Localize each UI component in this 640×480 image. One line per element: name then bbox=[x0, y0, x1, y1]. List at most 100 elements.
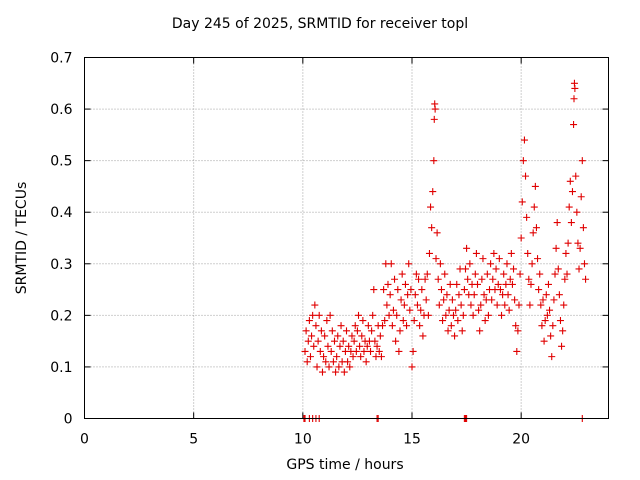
plot-frame bbox=[84, 57, 609, 419]
data-point bbox=[340, 368, 348, 376]
data-point bbox=[440, 296, 448, 304]
data-point bbox=[332, 368, 340, 376]
data-point bbox=[412, 270, 420, 278]
data-point bbox=[452, 306, 460, 314]
data-point bbox=[546, 306, 554, 314]
data-point bbox=[326, 311, 334, 319]
data-point bbox=[380, 286, 388, 294]
data-point bbox=[364, 322, 372, 330]
data-point bbox=[488, 296, 496, 304]
data-point bbox=[349, 353, 357, 361]
x-tick-label: 20 bbox=[512, 432, 530, 448]
data-point bbox=[323, 317, 331, 325]
data-point bbox=[510, 265, 518, 273]
data-point bbox=[535, 286, 543, 294]
data-point bbox=[362, 358, 370, 366]
data-point bbox=[576, 244, 584, 252]
data-point bbox=[477, 301, 485, 309]
x-tick-label: 5 bbox=[189, 432, 198, 448]
data-point bbox=[377, 353, 385, 361]
data-point bbox=[370, 286, 378, 294]
data-point bbox=[489, 275, 497, 283]
data-point bbox=[540, 337, 548, 345]
data-point bbox=[392, 337, 400, 345]
data-point bbox=[506, 275, 514, 283]
data-point bbox=[487, 260, 495, 268]
data-point bbox=[348, 332, 356, 340]
data-point bbox=[343, 327, 350, 335]
data-point bbox=[301, 347, 309, 355]
data-point bbox=[318, 368, 326, 376]
data-point bbox=[395, 347, 403, 355]
data-point bbox=[373, 342, 381, 350]
data-point bbox=[492, 265, 500, 273]
data-point bbox=[444, 327, 452, 335]
x-axis-label: GPS time / hours bbox=[286, 457, 404, 473]
data-point bbox=[352, 347, 360, 355]
data-point bbox=[422, 296, 430, 304]
data-point bbox=[512, 322, 520, 330]
data-point bbox=[304, 337, 312, 345]
data-point bbox=[400, 301, 408, 309]
data-point bbox=[519, 157, 527, 165]
data-point bbox=[552, 244, 560, 252]
data-point bbox=[407, 286, 415, 294]
data-point bbox=[478, 275, 486, 283]
data-point bbox=[561, 275, 569, 283]
data-point bbox=[518, 198, 526, 206]
data-point bbox=[396, 327, 404, 335]
data-point bbox=[498, 311, 506, 319]
data-point bbox=[474, 280, 481, 288]
data-point bbox=[466, 260, 474, 268]
data-point bbox=[316, 347, 324, 355]
data-point bbox=[570, 95, 578, 103]
data-point bbox=[464, 275, 472, 283]
data-point bbox=[359, 317, 367, 325]
data-point bbox=[383, 301, 391, 309]
data-point bbox=[425, 249, 433, 257]
data-point bbox=[483, 270, 491, 278]
data-point bbox=[539, 296, 547, 304]
data-point bbox=[308, 332, 316, 340]
data-point bbox=[439, 317, 447, 325]
data-point bbox=[502, 280, 510, 288]
data-point bbox=[430, 115, 438, 123]
data-point bbox=[582, 275, 590, 283]
data-point bbox=[523, 213, 531, 221]
data-point bbox=[385, 311, 393, 319]
data-point bbox=[508, 280, 516, 288]
data-point bbox=[353, 327, 361, 335]
data-point bbox=[449, 311, 457, 319]
data-point bbox=[315, 311, 323, 319]
data-point bbox=[334, 332, 342, 340]
data-point bbox=[558, 342, 566, 350]
y-tick-label: 0.4 bbox=[50, 205, 72, 221]
data-point bbox=[451, 332, 459, 340]
data-point bbox=[313, 363, 321, 371]
data-point bbox=[324, 342, 332, 350]
data-point bbox=[303, 358, 311, 366]
data-point bbox=[368, 327, 376, 335]
data-point bbox=[448, 296, 456, 304]
data-point bbox=[567, 219, 575, 227]
data-point bbox=[445, 306, 453, 314]
data-point bbox=[321, 332, 329, 340]
y-tick-label: 0.1 bbox=[50, 360, 72, 376]
data-point bbox=[570, 121, 578, 129]
data-point bbox=[571, 84, 579, 92]
data-point bbox=[480, 291, 488, 299]
data-point bbox=[429, 188, 437, 196]
data-point bbox=[520, 136, 528, 144]
data-point bbox=[357, 353, 365, 361]
y-tick-label: 0.7 bbox=[50, 51, 72, 67]
x-tick-label: 10 bbox=[294, 432, 312, 448]
data-point bbox=[430, 157, 438, 165]
data-point bbox=[494, 280, 502, 288]
data-point bbox=[416, 322, 424, 330]
data-point bbox=[568, 188, 576, 196]
data-point bbox=[367, 347, 375, 355]
data-point bbox=[428, 224, 436, 232]
data-point bbox=[578, 157, 586, 165]
y-tick-label: 0 bbox=[64, 412, 73, 428]
